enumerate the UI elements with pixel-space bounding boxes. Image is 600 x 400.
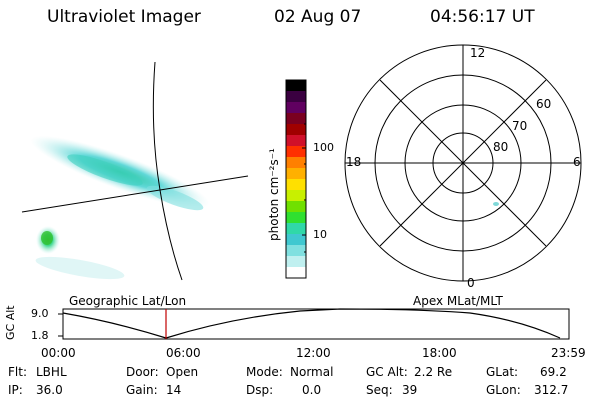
colorbar-segment [286, 234, 306, 246]
timeline-xtick: 00:00 [41, 346, 76, 360]
colorbar-segment [286, 168, 306, 180]
colorbar-segment [286, 179, 306, 191]
gcalt-value: 2.2 Re [414, 365, 453, 379]
colorbar-tick-100: 100 [313, 141, 334, 154]
colorbar-segment [286, 223, 306, 235]
glon-value: 312.7 [534, 383, 569, 397]
date-label: 02 Aug 07 [274, 7, 362, 27]
aurora-emission-spot [41, 231, 53, 245]
colorbar-segment [286, 80, 306, 92]
mlat-label-60: 60 [536, 97, 552, 111]
glat-value: 69.2 [540, 365, 567, 379]
gain-label: Gain: [126, 383, 158, 397]
mlt-label-12: 12 [470, 46, 486, 60]
colorbar-segment [286, 157, 306, 169]
aurora-emission-band [146, 185, 204, 211]
colorbar-segment [286, 245, 306, 257]
colorbar-segment [286, 91, 306, 103]
timeline-ytick-top: 9.0 [31, 307, 49, 320]
map-caption: Geographic Lat/Lon [69, 294, 187, 308]
time-label: 04:56:17 UT [430, 7, 535, 27]
ip-value: 36.0 [36, 383, 63, 397]
timeline-xtick: 06:00 [166, 346, 201, 360]
seq-value: 39 [402, 383, 418, 397]
timeline-ytick-bottom: 1.8 [31, 329, 49, 342]
colorbar-segment [286, 256, 306, 268]
aurora-emission-faint [35, 256, 125, 280]
orbit-timeline [58, 308, 570, 340]
colorbar-segment [286, 102, 306, 114]
colorbar-segment [286, 124, 306, 136]
mlat-label-80: 80 [493, 140, 509, 154]
polar-mlat-mlt-plot [344, 44, 582, 282]
polar-caption: Apex MLat/MLT [413, 294, 503, 308]
colorbar-segment [286, 212, 306, 224]
uv-image-map [21, 61, 249, 281]
mlt-label-6: 6 [573, 155, 581, 169]
timeline-xtick: 23:59 [551, 346, 586, 360]
dsp-value: 0.0 [302, 383, 322, 397]
timeline-axis-label: GC Alt [4, 305, 17, 340]
mode-label: Mode: [246, 365, 283, 379]
colorbar-segment [286, 267, 306, 279]
mode-value: Normal [290, 365, 334, 379]
gain-value: 14 [166, 383, 182, 397]
gcalt-label: GC Alt: [366, 365, 408, 379]
timeline-xtick: 18:00 [422, 346, 457, 360]
colorbar-segment [286, 190, 306, 202]
timeline-xtick: 12:00 [296, 346, 331, 360]
gc-altitude-curve [62, 308, 561, 339]
colorbar-tick-10: 10 [313, 228, 327, 241]
door-value: Open [166, 365, 199, 379]
aurora-emission-band [67, 154, 143, 186]
glon-label: GLon: [486, 383, 521, 397]
glat-label: GLat: [486, 365, 519, 379]
mlt-label-18: 18 [346, 155, 362, 169]
dsp-label: Dsp: [246, 383, 274, 397]
parallel-line [21, 175, 249, 213]
filter-label: Flt: [8, 365, 27, 379]
filter-value: LBHL [36, 365, 67, 379]
timeline-frame [62, 308, 570, 340]
mlat-label-70: 70 [512, 119, 528, 133]
polar-diagonal [379, 79, 547, 247]
polar-emission-dot [493, 202, 499, 206]
colorbar-segment [286, 201, 306, 213]
colorbar-frame [285, 79, 307, 279]
colorbar-segment [286, 135, 306, 147]
color-scale-bar [285, 79, 307, 279]
colorbar-unit-label: photon cm⁻²s⁻¹ [267, 148, 281, 241]
ip-label: IP: [8, 383, 23, 397]
instrument-title: Ultraviolet Imager [47, 7, 201, 27]
colorbar-segment [286, 113, 306, 125]
seq-label: Seq: [366, 383, 393, 397]
mlt-label-0: 0 [467, 276, 475, 290]
colorbar-segment [286, 146, 306, 158]
meridian-line [152, 61, 183, 281]
door-label: Door: [126, 365, 159, 379]
